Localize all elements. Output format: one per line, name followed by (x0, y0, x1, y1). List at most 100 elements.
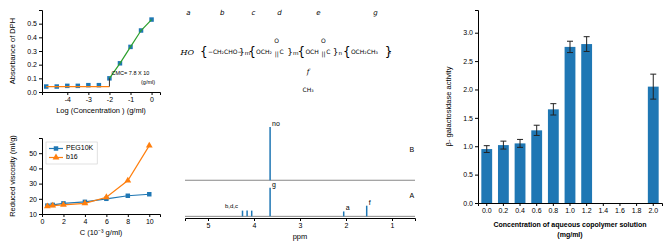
tick-mark (63, 214, 64, 217)
tick-mark (88, 92, 89, 95)
tick: 1.6 (615, 203, 625, 214)
tick-mark (39, 37, 42, 38)
tick: 40 (29, 165, 42, 172)
tick-label: 0.3 (27, 48, 37, 55)
bar (531, 130, 542, 203)
tick: 1.4 (598, 203, 608, 214)
error-bar-cap (584, 36, 590, 37)
bar (648, 87, 659, 203)
structure-text: OCH₂CH₃ (351, 48, 379, 55)
annotation: (g/ml) (141, 79, 155, 85)
y-axis-title: Reduced viscosity (ml/g) (8, 135, 17, 217)
tick: 0.0 (27, 89, 42, 96)
tick-label: 0.4 (27, 34, 37, 41)
error-bar-cap (650, 99, 656, 100)
tick-label: 1.2 (582, 207, 592, 214)
tick: 10 (146, 214, 154, 225)
peak (366, 206, 368, 217)
structure-text: ₒ (389, 48, 392, 55)
peak (343, 211, 345, 216)
tick: -4 (65, 92, 71, 103)
bar (565, 47, 576, 203)
tick-mark (131, 92, 132, 95)
tick-mark (475, 203, 478, 204)
tick-label: 0.6 (532, 207, 542, 214)
tick-mark (300, 218, 301, 221)
error-bar-stem (536, 125, 537, 135)
tick-mark (536, 203, 537, 206)
tick-mark (619, 203, 620, 206)
tick: 0 (41, 214, 45, 225)
error-bar-cap (567, 52, 573, 53)
plot-area (44, 17, 154, 88)
panel: 02468101020304050C (10⁻³ g/ml)Reduced vi… (8, 135, 161, 237)
tick-mark (586, 203, 587, 206)
tick: 30 (29, 180, 42, 187)
error-bar-cap (550, 115, 556, 116)
tick-label: 10 (29, 211, 37, 218)
tick-label: 3.0 (463, 29, 473, 36)
legend-marker (53, 154, 60, 160)
error-bar-stem (503, 141, 504, 149)
error-bar (534, 125, 540, 135)
structure-text: { (343, 45, 351, 59)
error-bar-cap (500, 149, 506, 150)
tick-mark (346, 218, 347, 221)
x-axis-title: Log (Concentration ) (g/ml) (56, 106, 146, 115)
tick: 0.6 (532, 203, 542, 214)
plot-area (481, 37, 658, 203)
tick: 0.0 (482, 203, 492, 214)
tick-label: 1.6 (615, 207, 625, 214)
tick-mark (475, 118, 478, 119)
tick: 2 (62, 214, 66, 225)
bar (498, 145, 509, 203)
tick: -2 (107, 92, 113, 103)
structure-text: O (274, 37, 279, 44)
marker (124, 177, 131, 183)
tick-label: 1.8 (632, 207, 642, 214)
legend-label: b16 (66, 153, 78, 160)
structure-text: || (275, 50, 279, 58)
bar (548, 109, 559, 203)
annotation: A (409, 192, 414, 199)
error-bar (484, 146, 490, 153)
structure-text: { (200, 45, 208, 59)
tick: 1.5 (463, 115, 478, 122)
tick-label: 6 (105, 218, 109, 225)
tick: 50 (29, 150, 42, 157)
structure-text: b (220, 9, 225, 17)
tick: 1.8 (632, 203, 642, 214)
marker (103, 193, 110, 199)
structure-text: HO (180, 48, 195, 57)
structure-text: e (316, 9, 320, 17)
legend-marker (54, 146, 58, 150)
tick-mark (475, 175, 478, 176)
bar (481, 149, 492, 203)
tick-label: 1.4 (598, 207, 608, 214)
structure-text: || (322, 50, 326, 58)
error-bar-stem (520, 139, 521, 147)
axis-line (43, 215, 161, 218)
tick-mark (39, 214, 42, 215)
peak (269, 188, 271, 217)
tick-label: 30 (29, 180, 37, 187)
x-axis: 0.00.20.40.60.81.01.21.41.61.82.0 (479, 203, 663, 214)
tick-label: 2.5 (463, 58, 473, 65)
marker (82, 199, 89, 205)
legend-box (46, 142, 97, 164)
tick-mark (128, 214, 129, 217)
tick-mark (39, 65, 42, 66)
tick-label: 0.8 (548, 207, 558, 214)
x-axis: 0246810 (41, 214, 161, 225)
tick-mark (39, 199, 42, 200)
tick-mark (653, 203, 654, 206)
tick-label: 1.0 (565, 207, 575, 214)
error-bar (584, 37, 590, 52)
tick-label: 2.0 (463, 86, 473, 93)
error-bar-cap (550, 103, 556, 104)
tick-mark (149, 214, 150, 217)
marker (60, 201, 67, 207)
error-bar-cap (567, 41, 573, 42)
tick-mark (475, 146, 478, 147)
error-bar-stem (486, 146, 487, 153)
